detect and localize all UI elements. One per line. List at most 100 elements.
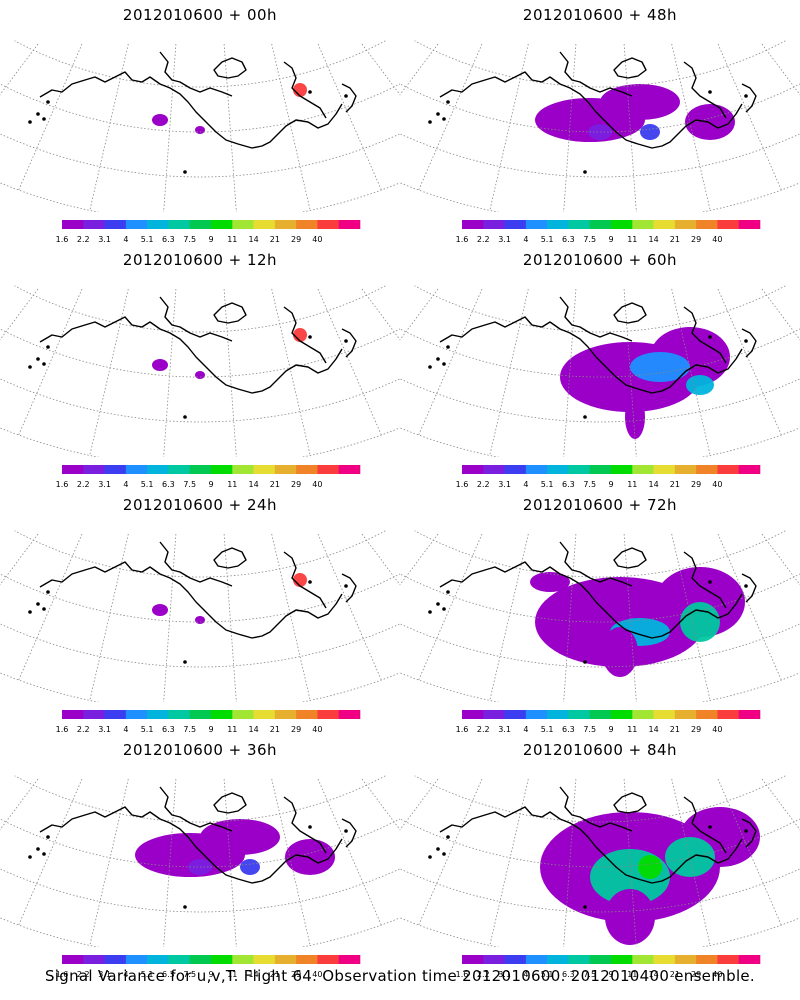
colorbar-tick-label: 1.6 bbox=[456, 970, 469, 979]
latitude-line bbox=[400, 818, 800, 868]
latitude-line bbox=[0, 623, 400, 668]
colorbar-tick-label: 7.5 bbox=[183, 970, 196, 979]
map-72h bbox=[400, 530, 800, 702]
colorbar-swatch bbox=[611, 710, 633, 719]
latitude-line bbox=[0, 83, 400, 133]
map-84h bbox=[400, 775, 800, 947]
colorbar-tick-label: 11 bbox=[227, 725, 237, 734]
colorbar-swatch bbox=[62, 710, 84, 719]
colorbar-swatch bbox=[717, 220, 740, 229]
meridian-line bbox=[489, 288, 529, 456]
colorbar-tick-label: 29 bbox=[291, 480, 301, 489]
variance-region bbox=[152, 604, 168, 616]
coastline bbox=[213, 302, 247, 324]
variance-region bbox=[195, 616, 205, 624]
island bbox=[183, 170, 187, 174]
colorbar-tick-label: 5.1 bbox=[141, 235, 154, 244]
coastline bbox=[159, 51, 233, 97]
colorbar-tick-label: 1.6 bbox=[456, 235, 469, 244]
colorbar-swatch bbox=[462, 955, 484, 964]
colorbar-swatch bbox=[653, 220, 676, 229]
island bbox=[708, 90, 712, 94]
colorbar-tick-label: 6.3 bbox=[162, 725, 175, 734]
colorbar-tick-label: 40 bbox=[312, 970, 322, 979]
colorbar-swatch bbox=[589, 465, 612, 474]
island bbox=[46, 835, 50, 839]
colorbar-swatch bbox=[147, 465, 169, 474]
meridian-line bbox=[671, 43, 711, 211]
colorbar-tick-label: 1.6 bbox=[56, 725, 69, 734]
island bbox=[708, 335, 712, 339]
latitude-line bbox=[400, 917, 800, 947]
colorbar-tick-label: 9 bbox=[208, 725, 213, 734]
colorbar-swatch bbox=[547, 710, 569, 719]
colorbar-swatch bbox=[696, 465, 718, 474]
island bbox=[436, 602, 440, 606]
colorbar-swatch bbox=[568, 955, 591, 964]
island bbox=[442, 607, 446, 611]
meridian-line bbox=[623, 288, 637, 457]
colorbar-tick-label: 29 bbox=[291, 970, 301, 979]
island bbox=[446, 835, 450, 839]
latitude-line bbox=[0, 917, 400, 947]
colorbar-swatch bbox=[83, 955, 105, 964]
colorbar-swatch bbox=[296, 955, 318, 964]
colorbar-swatch bbox=[504, 710, 527, 719]
colorbar-swatch bbox=[674, 710, 697, 719]
colorbar-tick-label: 3.1 bbox=[98, 970, 111, 979]
colorbar-tick-label: 2.2 bbox=[77, 725, 90, 734]
colorbar-72h: 1.6 2.2 3.1 4 5.1 6.3 7.5 9 11 14 21 29 40 bbox=[456, 710, 761, 734]
island bbox=[36, 357, 40, 361]
colorbar-swatch bbox=[611, 955, 633, 964]
colorbar-tick-label: 3.1 bbox=[98, 725, 111, 734]
colorbar-tick-label: 21 bbox=[670, 235, 680, 244]
colorbar-swatch bbox=[632, 465, 654, 474]
coastline bbox=[683, 551, 727, 609]
coastline bbox=[613, 302, 647, 324]
colorbar-swatch bbox=[653, 710, 676, 719]
colorbar-swatch bbox=[189, 710, 212, 719]
coastline bbox=[613, 57, 647, 79]
colorbar-swatch bbox=[147, 220, 169, 229]
latitude-line bbox=[414, 285, 786, 333]
island bbox=[42, 362, 46, 366]
island bbox=[428, 120, 432, 124]
meridian-line bbox=[0, 43, 39, 96]
latitude-line bbox=[0, 672, 400, 702]
colorbar-swatch bbox=[653, 955, 676, 964]
meridian-line bbox=[361, 43, 400, 96]
colorbar-tick-label: 29 bbox=[691, 235, 701, 244]
coastline bbox=[341, 818, 357, 848]
meridian-line bbox=[0, 533, 39, 586]
colorbar-swatch bbox=[547, 465, 569, 474]
panel-title: 2012010600 + 72h bbox=[522, 496, 678, 514]
meridian-line bbox=[223, 778, 237, 947]
variance-region bbox=[188, 859, 212, 875]
meridian-line bbox=[271, 43, 311, 211]
meridian-line bbox=[0, 778, 39, 831]
colorbar-tick-label: 6.3 bbox=[162, 970, 175, 979]
meridian-line bbox=[0, 288, 39, 341]
colorbar-swatch bbox=[211, 465, 233, 474]
colorbar-swatch bbox=[274, 710, 297, 719]
colorbar-tick-label: 7.5 bbox=[583, 235, 596, 244]
island bbox=[28, 120, 32, 124]
variance-region bbox=[602, 627, 638, 677]
meridian-line bbox=[623, 43, 637, 212]
meridian-line bbox=[271, 533, 311, 701]
colorbar-tick-label: 4 bbox=[123, 480, 128, 489]
colorbar-swatch bbox=[717, 955, 740, 964]
island bbox=[442, 852, 446, 856]
map-panel-12h: 2012010600 + 12h 1.6 2.2 3.1 4 5.1 6.3 7.5 9 11 1… bbox=[0, 245, 400, 490]
coastline bbox=[39, 71, 343, 149]
colorbar-swatch bbox=[83, 220, 105, 229]
meridian-line bbox=[489, 533, 529, 701]
colorbar-tick-label: 14 bbox=[249, 235, 259, 244]
colorbar-swatch bbox=[525, 955, 548, 964]
meridian-line bbox=[761, 533, 800, 586]
colorbar-swatch bbox=[738, 955, 761, 964]
map-12h bbox=[0, 285, 400, 457]
island bbox=[42, 117, 46, 121]
coastline bbox=[283, 796, 327, 854]
colorbar-swatch bbox=[738, 465, 761, 474]
